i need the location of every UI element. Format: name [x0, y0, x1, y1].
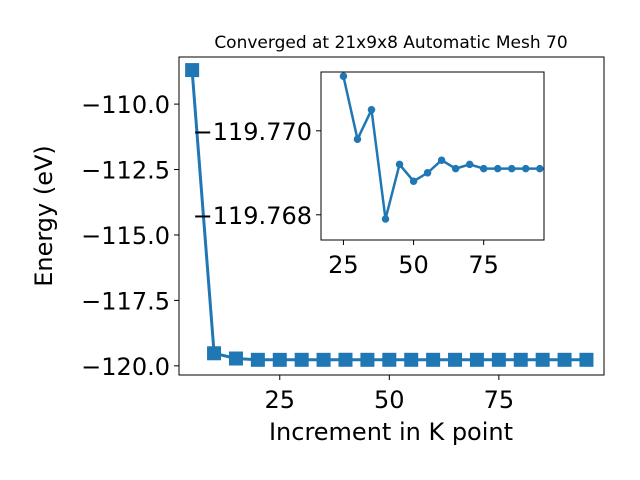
- inset-data-point: [479, 164, 488, 173]
- main-x-tick-label: 50: [374, 386, 405, 414]
- main-data-point: [404, 352, 419, 367]
- inset-series-markers: [339, 72, 544, 223]
- main-data-point: [316, 352, 331, 367]
- inset-data-point: [451, 164, 460, 173]
- main-data-point: [272, 352, 287, 367]
- main-y-tick-label: −112.5: [81, 157, 170, 185]
- main-data-point: [491, 352, 506, 367]
- inset-x-tick-label: 75: [468, 251, 499, 279]
- main-y-tick-label: −110.0: [81, 91, 170, 119]
- main-data-point: [535, 352, 550, 367]
- main-data-point: [360, 352, 375, 367]
- main-data-point: [207, 346, 222, 361]
- inset-y-tick-label: −119.768: [193, 202, 312, 230]
- main-data-point: [250, 352, 265, 367]
- inset-data-point: [423, 169, 432, 177]
- inset-x-axis: 25 50 75: [328, 240, 499, 279]
- inset-data-point: [353, 135, 362, 143]
- inset-data-point: [465, 160, 474, 169]
- main-data-point: [513, 352, 528, 367]
- main-y-tick-label: −120.0: [81, 353, 170, 381]
- inset-data-point: [507, 164, 516, 173]
- chart-title: Converged at 21x9x8 Automatic Mesh 70: [214, 33, 567, 53]
- inset-data-point: [339, 72, 348, 80]
- main-plot: 25 50 75 −110.0 −112.5 −115.0 −117.5 −120.0: [81, 56, 605, 414]
- main-data-point: [557, 352, 572, 367]
- inset-data-point: [367, 106, 376, 114]
- inset-data-point: [522, 164, 530, 173]
- inset-data-point: [381, 215, 390, 223]
- main-data-point: [382, 352, 397, 367]
- main-x-tick-label: 25: [264, 386, 295, 414]
- main-x-axis: 25 50 75: [264, 375, 514, 414]
- inset-data-point: [493, 164, 502, 173]
- inset-data-point: [437, 156, 446, 164]
- main-data-point: [426, 352, 441, 367]
- main-data-point: [469, 352, 484, 367]
- y-axis-title: Energy (eV): [30, 145, 58, 287]
- inset-y-tick-label: −119.770: [193, 118, 312, 146]
- main-data-point: [185, 63, 200, 78]
- main-x-tick-label: 75: [484, 386, 515, 414]
- inset-plot: 25 50 75 −119.770 −119.768: [193, 71, 545, 279]
- main-y-tick-label: −117.5: [81, 287, 170, 315]
- inset-y-axis: −119.770 −119.768: [193, 118, 321, 230]
- inset-plot-frame: [320, 71, 545, 241]
- main-plot-frame: [178, 56, 605, 376]
- inset-x-tick-label: 50: [398, 251, 429, 279]
- main-series-markers: [185, 63, 594, 367]
- main-data-point: [228, 351, 243, 366]
- main-data-point: [579, 352, 594, 367]
- inset-data-point: [395, 160, 404, 169]
- main-data-point: [448, 352, 463, 367]
- main-data-point: [294, 352, 309, 367]
- inset-data-point: [536, 164, 544, 173]
- x-axis-title: Increment in K point: [269, 418, 513, 446]
- main-y-axis: −110.0 −112.5 −115.0 −117.5 −120.0: [81, 91, 179, 381]
- main-y-tick-label: −115.0: [81, 222, 170, 250]
- inset-x-tick-label: 25: [328, 251, 359, 279]
- main-data-point: [338, 352, 353, 367]
- inset-data-point: [409, 177, 418, 185]
